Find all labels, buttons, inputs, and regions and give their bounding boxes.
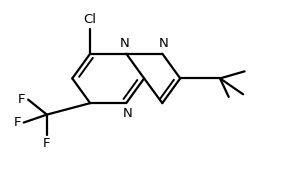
Text: F: F: [43, 137, 51, 150]
Text: N: N: [123, 107, 133, 120]
Text: F: F: [18, 93, 25, 106]
Text: N: N: [159, 37, 168, 50]
Text: Cl: Cl: [84, 13, 97, 26]
Text: F: F: [13, 116, 21, 129]
Text: N: N: [120, 37, 130, 50]
